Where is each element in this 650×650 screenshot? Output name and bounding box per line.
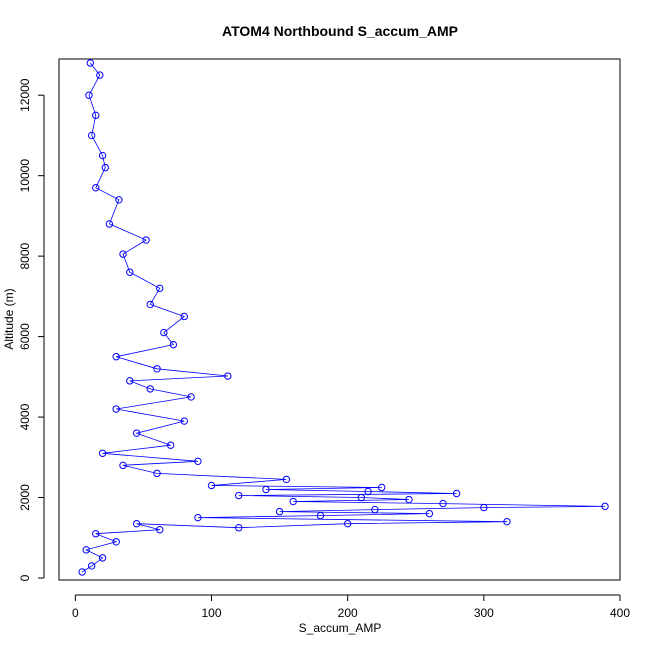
x-axis-label: S_accum_AMP (299, 621, 382, 635)
data-point (289, 497, 297, 506)
chart-title: ATOM4 Northbound S_accum_AMP (222, 23, 458, 39)
data-point (112, 353, 120, 361)
data-point (425, 509, 434, 518)
data-point (119, 461, 127, 470)
data-point (166, 441, 175, 449)
data-point (112, 538, 120, 546)
data-point (92, 530, 100, 538)
data-point (78, 568, 86, 576)
data-point (132, 429, 141, 437)
data-point (142, 236, 150, 244)
y-axis-label: Altitude (m) (2, 288, 16, 349)
x-tick-label: 400 (610, 606, 630, 620)
data-point (112, 405, 120, 413)
data-point (357, 493, 365, 502)
data-point (378, 483, 386, 492)
y-tick-label: 0 (18, 574, 32, 581)
data-point (405, 495, 413, 504)
data-point (87, 131, 96, 140)
x-tick-label: 100 (201, 606, 221, 620)
x-tick-label: 0 (72, 606, 79, 620)
data-point (503, 517, 511, 526)
data-point (343, 519, 352, 528)
data-point (160, 328, 168, 337)
data-point (180, 312, 188, 321)
x-axis: 0 100 200 300 400 (72, 594, 630, 620)
data-point (371, 505, 379, 514)
data-point (101, 163, 109, 172)
data-point (452, 489, 461, 498)
data-point (235, 523, 243, 532)
y-tick-label: 12000 (18, 78, 32, 112)
data-point (187, 393, 195, 401)
data-point (98, 554, 107, 562)
data-point (169, 340, 178, 349)
data-point (82, 546, 90, 554)
y-tick-label: 6000 (18, 323, 32, 350)
data-point (146, 385, 154, 393)
data-point (126, 377, 134, 385)
data-point (98, 449, 107, 457)
data-point (146, 300, 154, 309)
data-point (364, 487, 372, 496)
series-layer (78, 59, 609, 576)
x-tick-label: 300 (474, 606, 494, 620)
data-point (194, 457, 202, 466)
data-point (282, 475, 291, 484)
data-point (224, 372, 232, 380)
y-tick-label: 2000 (18, 484, 32, 511)
data-point (132, 519, 141, 528)
plot-area (58, 58, 621, 581)
data-point (316, 511, 325, 520)
y-tick-label: 10000 (18, 159, 32, 193)
data-point (86, 59, 95, 67)
data-point (194, 513, 202, 522)
data-point (480, 503, 488, 512)
data-point (156, 526, 164, 534)
data-point (85, 91, 93, 99)
data-point (275, 507, 284, 516)
data-point (153, 365, 161, 373)
data-point (153, 469, 161, 478)
data-point (119, 250, 127, 258)
data-point (207, 481, 216, 490)
y-tick-label: 4000 (18, 403, 32, 430)
data-point (96, 71, 104, 79)
data-point (156, 284, 164, 293)
y-axis: 0 2000 4000 6000 8000 10000 12000 (18, 78, 45, 581)
series-line (81, 62, 606, 573)
data-point (87, 562, 96, 570)
data-point (180, 417, 188, 425)
data-point (439, 499, 447, 508)
data-point (601, 502, 609, 511)
data-point (235, 491, 243, 500)
data-point (262, 485, 270, 494)
data-point (115, 196, 123, 204)
data-point (98, 151, 107, 160)
y-tick-label: 8000 (18, 242, 32, 269)
x-tick-label: 200 (338, 606, 358, 620)
data-point (126, 268, 134, 276)
data-point (92, 111, 100, 120)
data-point (105, 220, 114, 228)
data-point (92, 184, 100, 192)
